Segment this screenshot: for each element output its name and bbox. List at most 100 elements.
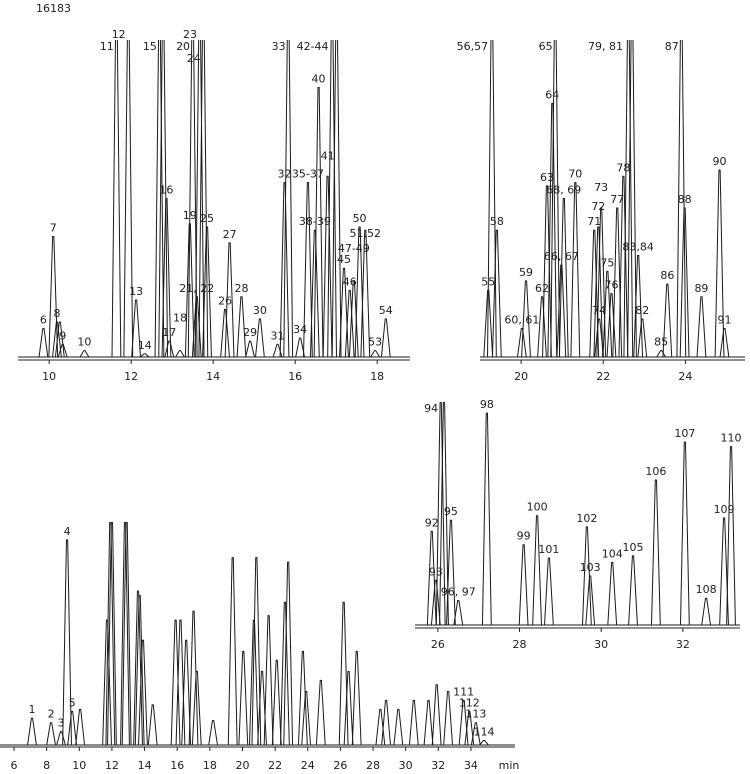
peak	[255, 318, 265, 358]
peak	[46, 722, 56, 746]
peak	[570, 182, 581, 358]
peak	[257, 670, 267, 746]
peak	[351, 650, 362, 746]
peak	[470, 722, 481, 746]
peak	[175, 350, 185, 358]
x-tick-label: 8	[43, 759, 50, 772]
peak	[380, 318, 391, 358]
peak	[479, 740, 489, 746]
peak	[102, 619, 112, 746]
peak-label: 86	[660, 269, 674, 282]
peak	[518, 544, 529, 626]
peak	[161, 198, 172, 358]
peak	[719, 517, 729, 626]
sample-id: 16183	[36, 2, 71, 15]
peak-label: 94	[424, 402, 438, 415]
peak	[322, 175, 333, 358]
peak-label: 40	[312, 73, 326, 86]
x-tick-label: 16	[170, 759, 184, 772]
peak	[443, 690, 453, 746]
peak	[57, 343, 68, 358]
peak	[612, 207, 623, 358]
x-tick-label: 22	[268, 759, 282, 772]
peak-label: 38-39	[299, 215, 331, 228]
peak-label: 31	[271, 329, 285, 342]
peak	[194, 40, 205, 358]
peak-label: 87	[665, 40, 679, 53]
peak-label: 78	[616, 161, 630, 174]
peak-label: 75	[600, 256, 614, 269]
peak-label: 19	[183, 209, 197, 222]
peak	[175, 619, 186, 746]
x-tick-label: 20	[235, 759, 249, 772]
peak	[227, 557, 238, 746]
peak	[331, 40, 342, 358]
peak	[315, 679, 326, 746]
peak	[67, 711, 78, 746]
peak	[701, 597, 712, 626]
peak-label: 33	[272, 40, 286, 53]
peak-label: 73	[594, 181, 608, 194]
peak	[714, 169, 725, 358]
peak	[627, 40, 637, 358]
peak	[521, 280, 531, 358]
peak	[393, 708, 404, 746]
peak-label: 56,57	[457, 40, 489, 53]
peak-label: 104	[602, 548, 623, 561]
peak	[271, 659, 282, 746]
peak	[121, 522, 132, 746]
peak	[532, 515, 542, 626]
peak	[343, 670, 354, 746]
peak	[202, 226, 212, 358]
peak	[593, 226, 604, 358]
peak	[245, 340, 255, 358]
peak	[303, 182, 313, 358]
peak-label: 63	[540, 171, 554, 184]
peak	[208, 719, 219, 746]
x-tick-label: 18	[370, 370, 384, 383]
peak-label: 55	[481, 275, 495, 288]
peak	[164, 340, 175, 358]
peak	[54, 321, 65, 358]
peak-label: 12	[112, 28, 126, 41]
peak	[238, 650, 249, 746]
peak	[181, 639, 192, 746]
peak	[354, 226, 365, 358]
peak-label: 45	[337, 253, 351, 266]
peak	[131, 299, 141, 358]
peak	[633, 255, 644, 358]
peak-label: 25	[200, 212, 214, 225]
x-tick-label: 12	[105, 759, 119, 772]
peak-label: 101	[538, 543, 559, 556]
peak-label: 15	[143, 40, 157, 53]
peak-label: 47-49	[338, 242, 370, 255]
x-tick-label: 24	[301, 759, 315, 772]
peak	[107, 522, 117, 746]
peak	[344, 289, 355, 358]
peak	[283, 561, 294, 746]
peak	[650, 479, 661, 626]
peak	[133, 590, 143, 746]
peak	[439, 402, 449, 626]
peak-label: 41	[321, 149, 335, 162]
peak	[656, 350, 667, 358]
peak-label: 114	[473, 726, 494, 739]
peak-label: 105	[623, 541, 644, 554]
peak-label: 7	[50, 222, 57, 235]
peak	[339, 267, 349, 358]
peak-label: 79, 81	[588, 40, 623, 53]
peak	[301, 690, 312, 746]
x-tick-label: 26	[431, 638, 445, 651]
peak	[662, 283, 673, 358]
peak	[618, 175, 629, 358]
peak-label: 82	[635, 304, 649, 317]
peak	[446, 519, 456, 626]
peak-label: 14	[138, 339, 152, 352]
peak-label: 54	[379, 304, 393, 317]
panel-background	[412, 392, 750, 654]
peak	[408, 699, 419, 746]
x-tick-label: 28	[513, 638, 527, 651]
peak	[544, 557, 554, 626]
peak-label: 72	[591, 200, 605, 213]
